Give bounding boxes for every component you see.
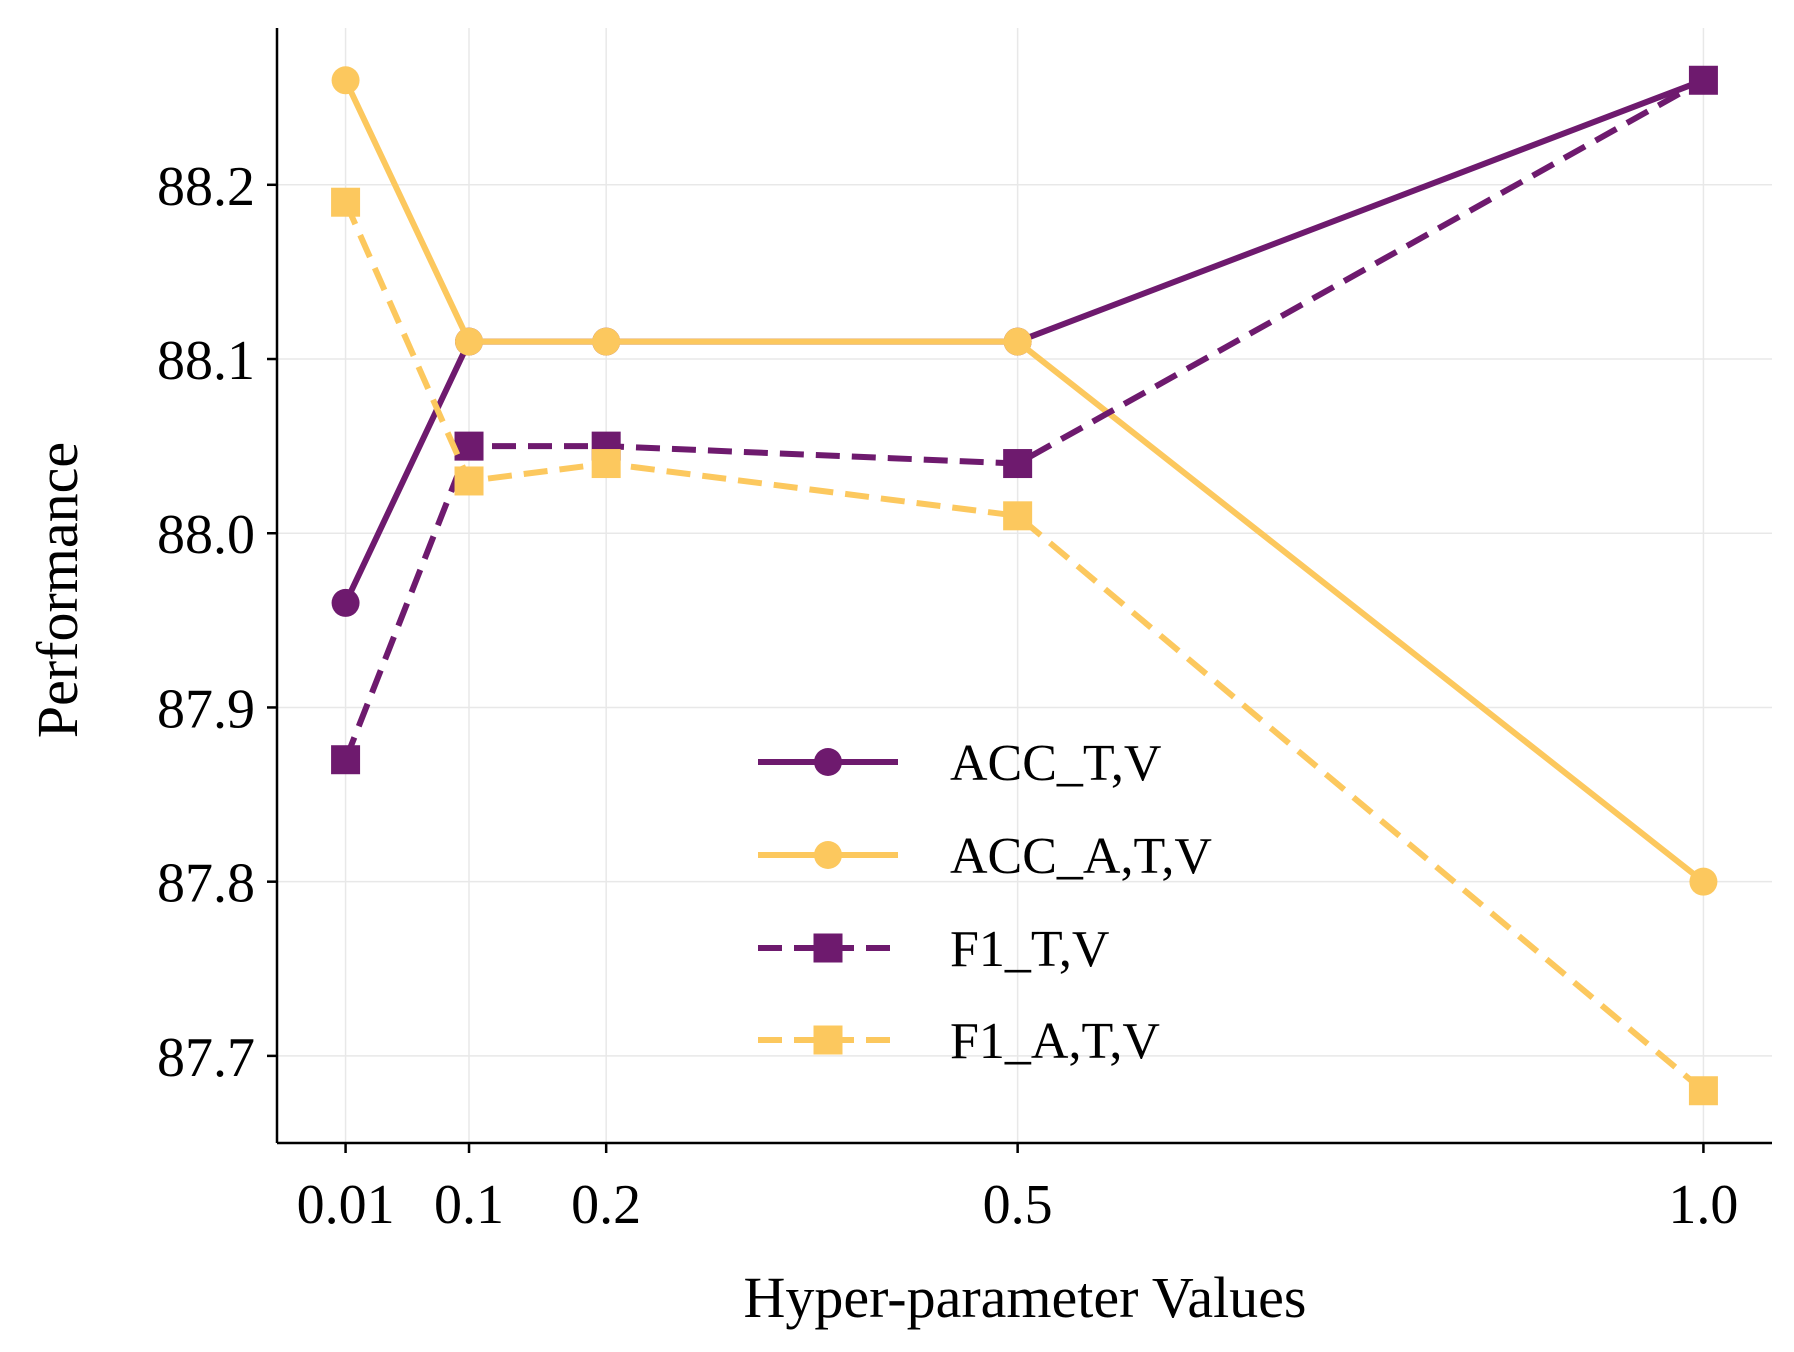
y-tick-label: 88.0 [157, 504, 255, 566]
x-tick-label: 1.0 [1668, 1174, 1738, 1236]
legend-marker [813, 933, 843, 963]
data-point [1003, 327, 1032, 356]
data-point [1003, 501, 1033, 531]
legend-item: ACC_T,V [758, 735, 1161, 792]
x-tick-label: 0.01 [297, 1174, 395, 1236]
legend-label: ACC_T,V [950, 735, 1161, 792]
data-point [454, 431, 484, 461]
legend-marker [813, 1025, 843, 1055]
series-2 [331, 65, 1718, 775]
legend-marker [814, 748, 842, 776]
legend: ACC_T,V ACC_A,T,V F1_T,V F1_A,T,V [758, 735, 1212, 1070]
x-tick-label: 0.5 [983, 1174, 1053, 1236]
data-point [1003, 449, 1033, 479]
y-ticks: 87.7 87.8 87.9 88.0 88.1 88.2 [157, 156, 277, 1089]
data-point [1688, 1076, 1718, 1106]
series-3 [331, 187, 1718, 1106]
x-axis-label: Hyper-parameter Values [743, 1265, 1306, 1330]
data-point [455, 327, 484, 356]
data-point [1689, 867, 1718, 896]
data-point [331, 187, 361, 217]
axes [275, 28, 1772, 1145]
data-point [592, 327, 621, 356]
y-axis-label: Performance [25, 442, 90, 738]
y-tick-label: 87.8 [157, 853, 255, 915]
legend-label: ACC_A,T,V [950, 828, 1212, 885]
series-group [331, 65, 1718, 1106]
data-point [1688, 65, 1718, 95]
y-tick-label: 87.7 [157, 1027, 255, 1089]
legend-item: F1_A,T,V [758, 1013, 1160, 1070]
data-point [454, 466, 484, 496]
series-1 [331, 66, 1718, 896]
x-tick-label: 0.1 [434, 1174, 504, 1236]
x-tick-label: 0.2 [571, 1174, 641, 1236]
legend-item: ACC_A,T,V [758, 828, 1212, 885]
data-point [331, 745, 361, 775]
x-ticks: 0.01 0.1 0.2 0.5 1.0 [297, 1143, 1738, 1236]
legend-marker [814, 841, 842, 869]
legend-label: F1_A,T,V [950, 1013, 1160, 1070]
y-tick-label: 87.9 [157, 678, 255, 740]
y-tick-label: 88.2 [157, 156, 255, 218]
legend-label: F1_T,V [950, 921, 1109, 978]
legend-item: F1_T,V [758, 921, 1109, 978]
series-line [342, 77, 1705, 761]
y-tick-label: 88.1 [157, 330, 255, 392]
data-point [331, 588, 360, 617]
data-point [591, 449, 621, 479]
data-point [331, 66, 360, 95]
grid [277, 28, 1772, 1143]
